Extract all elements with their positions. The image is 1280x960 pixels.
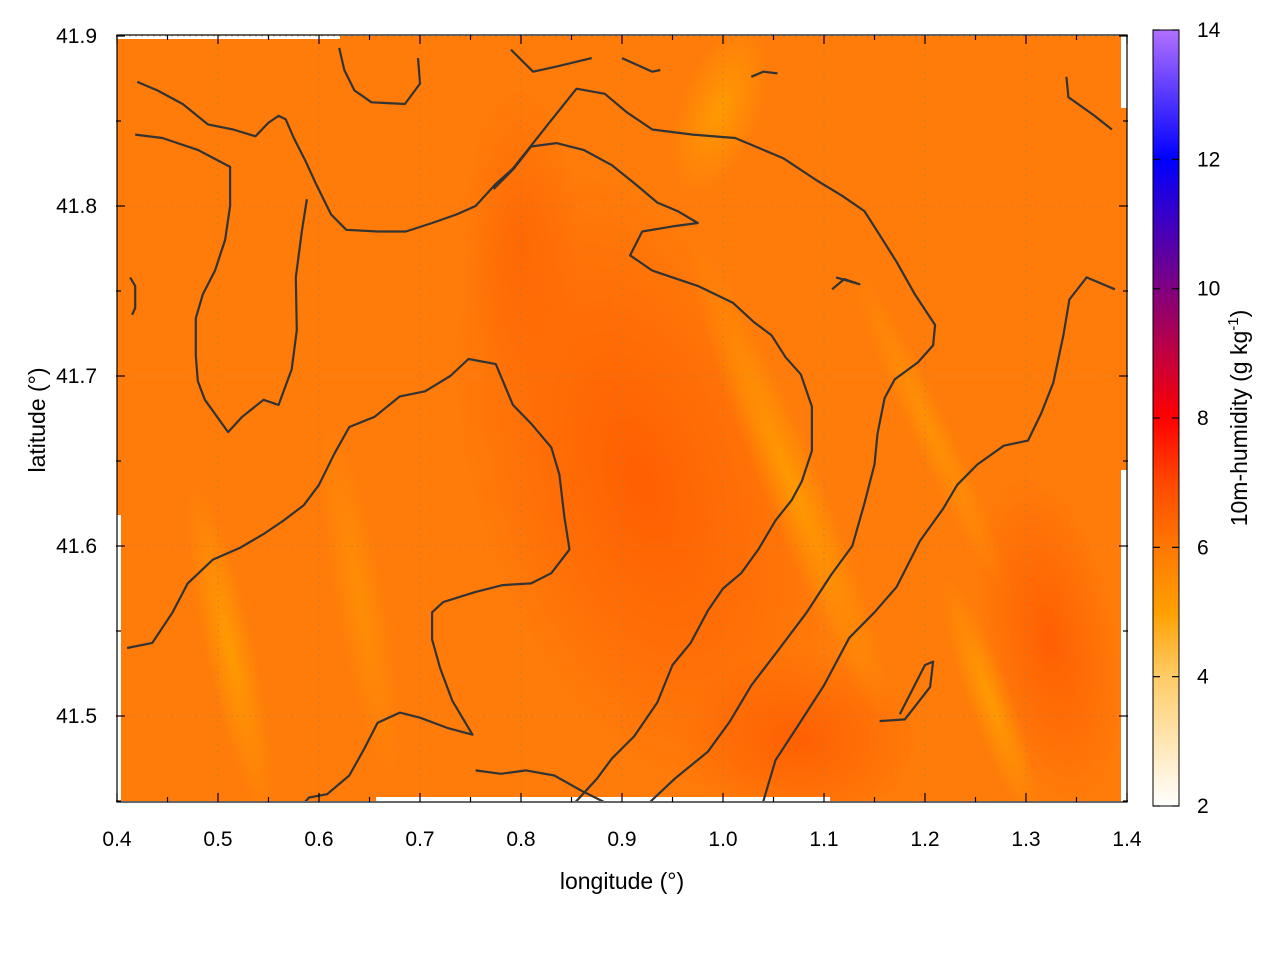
colorbar-tick-label: 10 <box>1197 278 1220 301</box>
colorbar-label-sup: -1 <box>1225 317 1242 330</box>
x-tick-label: 1.2 <box>910 828 939 851</box>
contour-line <box>879 660 935 723</box>
x-tick-label: 0.8 <box>506 828 535 851</box>
x-tick-label: 1.0 <box>708 828 737 851</box>
humidity-field <box>117 36 1127 801</box>
colorbar-tick-label: 12 <box>1197 148 1220 171</box>
x-tick-label: 1.3 <box>1011 828 1040 851</box>
colorbar-label-main: 10m-humidity (g kg <box>1226 331 1252 527</box>
colorbar-tick-label: 8 <box>1197 407 1209 430</box>
x-tick-label: 0.7 <box>405 828 434 851</box>
contour-line <box>129 276 137 316</box>
grid-lines <box>117 35 1127 801</box>
contour-lines <box>126 47 1116 838</box>
x-axis-label: longitude (°) <box>560 868 684 894</box>
contour-line <box>510 48 592 73</box>
field-edge-gap <box>1121 470 1127 801</box>
axis-ticks: 0.4 0.5 0.6 0.7 0.8 0.9 1.0 1.1 1.2 1.3 1.4 41.5 41.… <box>56 25 1142 851</box>
y-tick-label: 41.6 <box>56 535 97 558</box>
y-tick-label: 41.8 <box>56 195 97 218</box>
contour-line <box>492 142 813 801</box>
moist-region <box>460 80 580 400</box>
y-tick-label: 41.7 <box>56 365 97 388</box>
x-tick-label: 0.6 <box>304 828 333 851</box>
field-edge-gap <box>1121 36 1127 108</box>
colorbar-tick-label: 6 <box>1197 536 1209 559</box>
field-edge-gap <box>117 36 340 39</box>
field-edge-gap <box>376 797 830 801</box>
contour-line <box>842 816 975 838</box>
colorbar-tick-label: 14 <box>1197 19 1221 42</box>
contour-line <box>126 357 571 801</box>
contour-line <box>136 80 937 801</box>
contour-line <box>338 47 422 106</box>
contour-line <box>135 133 308 434</box>
dry-streak <box>851 266 1009 594</box>
x-tick-label: 1.1 <box>809 828 838 851</box>
dry-streak <box>320 422 400 778</box>
y-tick-label: 41.5 <box>56 705 97 728</box>
field-edge-gap <box>117 515 121 801</box>
dry-streak <box>671 36 769 196</box>
dry-streak <box>688 238 892 722</box>
colorbar-label: 10m-humidity (g kg-1) <box>1225 310 1252 527</box>
contour-line <box>750 70 778 78</box>
colorbar-ticks: 2 4 6 8 10 12 14 <box>1153 19 1221 818</box>
contour-line <box>1065 76 1113 131</box>
contour-line <box>621 57 661 73</box>
x-tick-label: 0.9 <box>607 828 636 851</box>
x-tick-label: 1.4 <box>1112 828 1142 851</box>
contour-line <box>762 276 1116 801</box>
colorbar-tick-label: 2 <box>1197 795 1209 818</box>
colorbar-tick-label: 4 <box>1197 666 1209 689</box>
y-tick-label: 41.9 <box>56 25 97 48</box>
colorbar-label-end: ) <box>1226 310 1252 318</box>
x-tick-label: 0.5 <box>203 828 232 851</box>
x-tick-label: 0.4 <box>102 828 132 851</box>
y-axis-label: latitude (°) <box>24 367 50 472</box>
contour-line <box>831 276 861 291</box>
dry-streak <box>940 577 1040 801</box>
dry-streak <box>187 483 273 801</box>
